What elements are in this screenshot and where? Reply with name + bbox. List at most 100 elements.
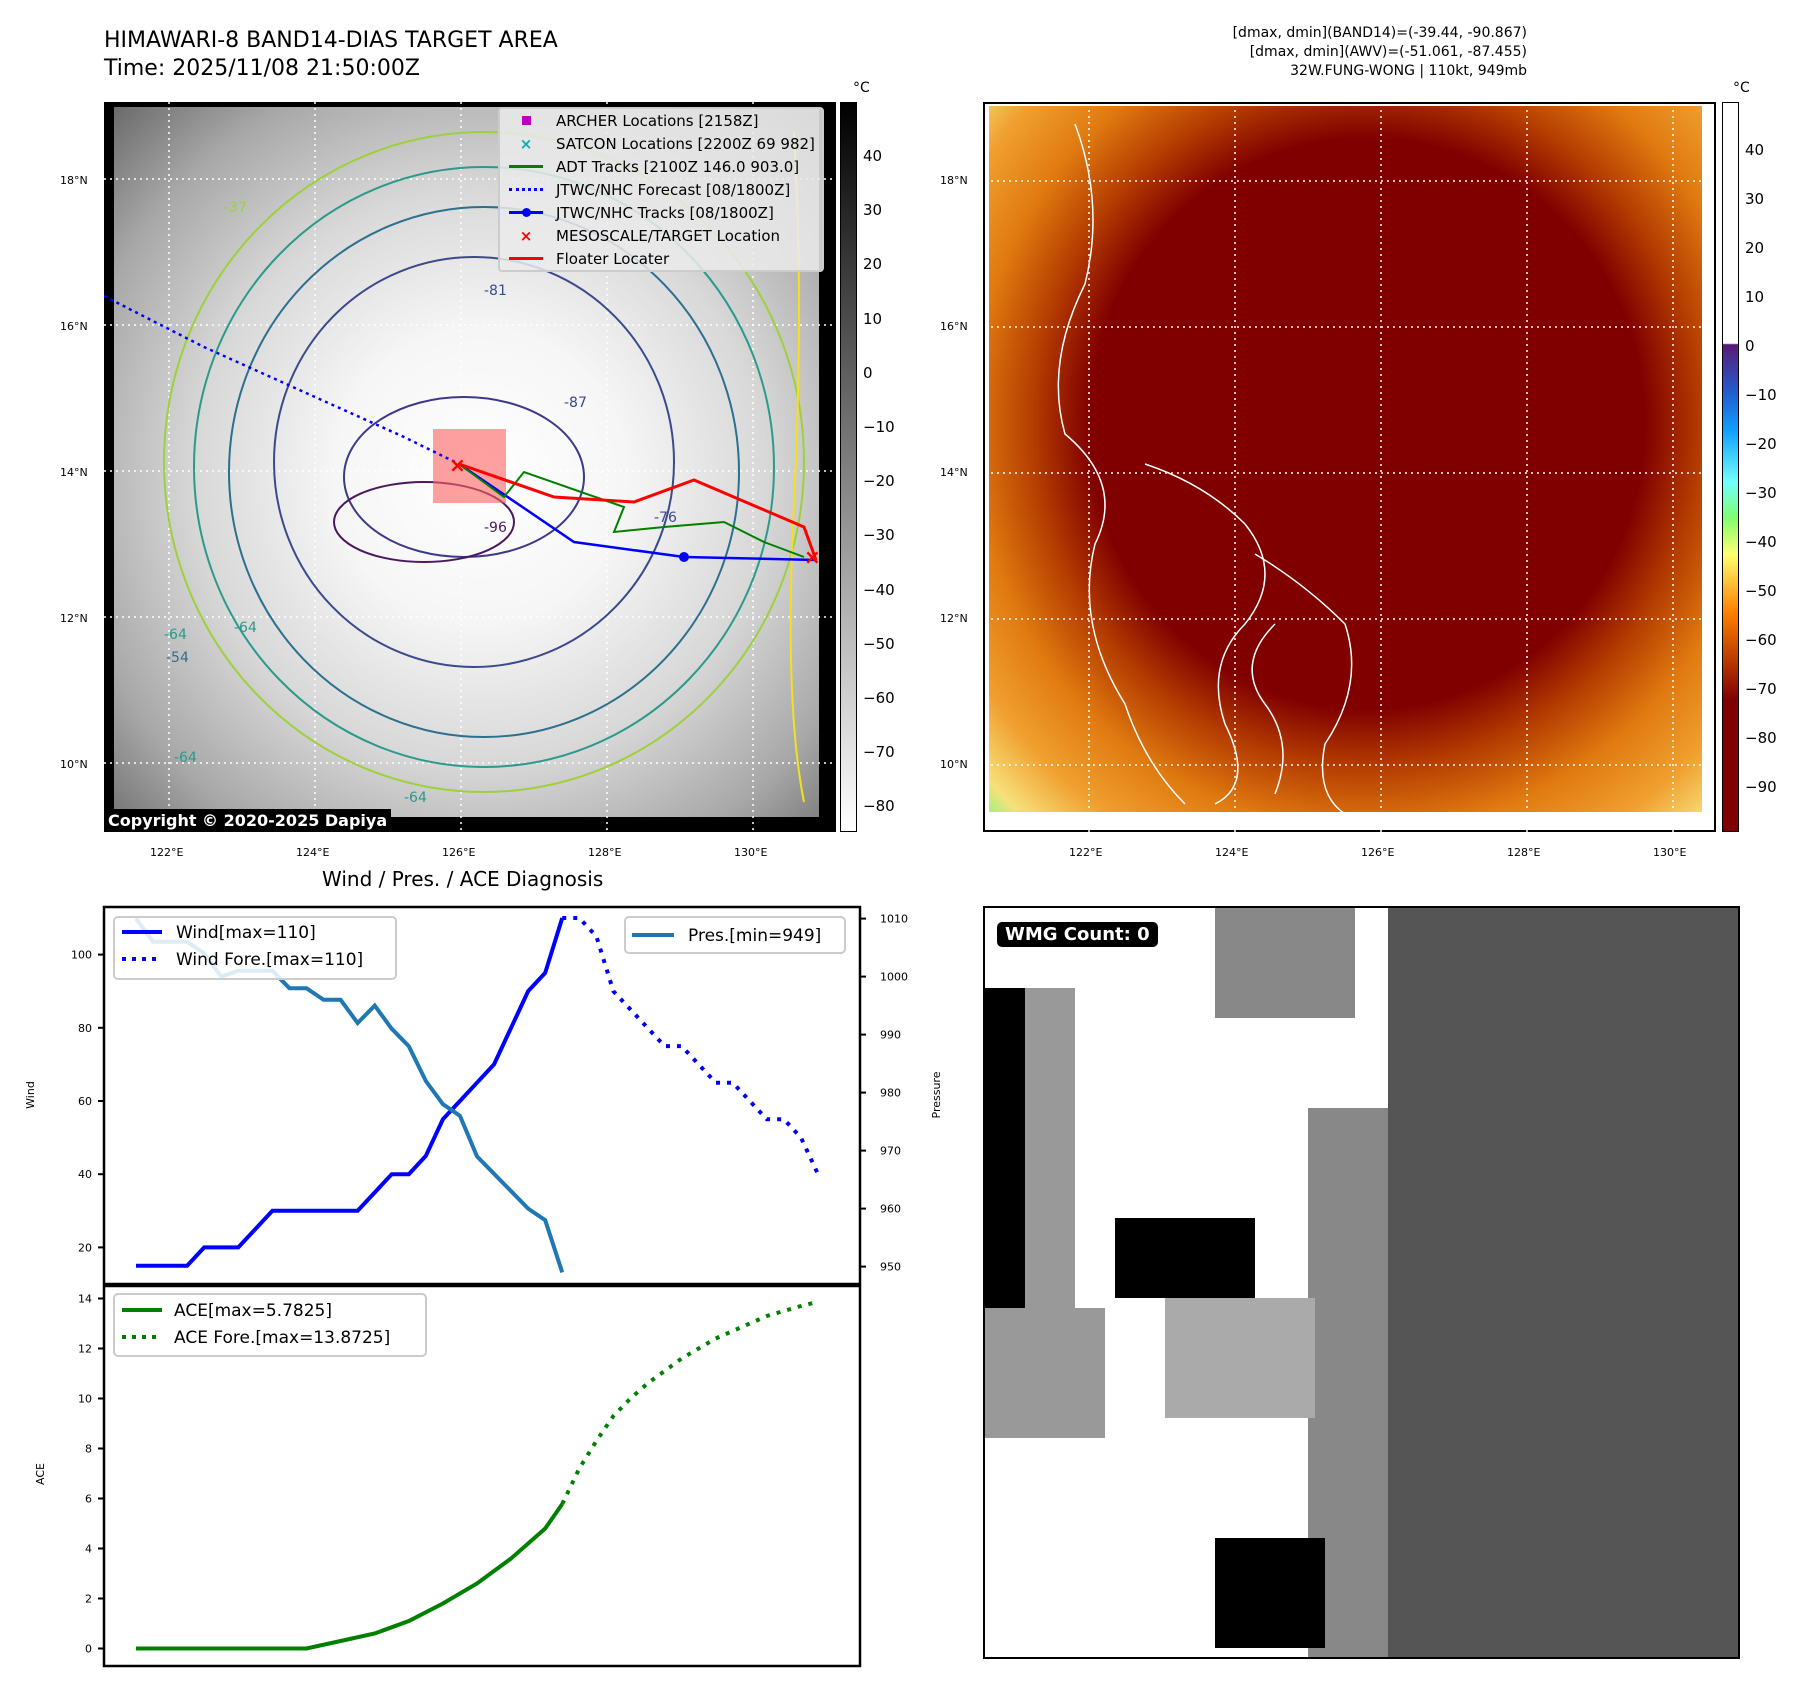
wind-legend [113,916,397,980]
copyright-label: Copyright © 2020-2025 Dapiya [104,809,392,832]
left-satellite-map: -81 -87 -76 -64 -64 -54 -64 -64 -37 -96 … [104,102,836,832]
colorbar-tick: −30 [863,526,895,545]
colorbar-tick: −50 [863,634,895,653]
contour-lines [163,131,805,803]
colorbar-tick: −10 [1745,386,1777,404]
ace-legend-label: ACE[max=5.7825] [174,1301,332,1321]
info-band14: [dmax, dmin](BAND14)=(-39.44, -90.867) [1232,25,1527,41]
wmg-dark-region [1388,908,1738,1657]
graticule [985,104,1718,834]
line-dot-icon [506,208,546,217]
info-storm: 32W.FUNG-WONG | 110kt, 949mb [1290,63,1527,79]
colorbar-tick: −40 [1745,533,1777,551]
colorbar-tick: 0 [1745,337,1755,355]
pressure-tick-label: 970 [880,1145,901,1158]
lon-tick: 124°E [296,846,330,859]
ace-tick-label: 10 [78,1393,92,1406]
figure-title: HIMAWARI-8 BAND14-DIAS TARGET AREA [104,28,558,53]
mesoscale-box [433,429,506,503]
colorbar-tick: 10 [1745,288,1765,306]
series-ace [136,1502,564,1651]
contour-label: -87 [564,395,587,411]
wmg-gray-region [1165,1298,1315,1418]
ace-chart: ACE 0 2 4 6 8 10 12 14 ACE[max=5.7825] ACE Fore… [34,1284,862,1668]
contour-label: -37 [224,200,247,216]
wind-fore-legend-label: Wind Fore.[max=110] [176,950,363,970]
colorbar-unit: °C [853,80,870,96]
right-awv-map [983,102,1718,834]
colorbar-tick: −10 [863,418,895,436]
pressure-tick-label: 1000 [880,971,908,984]
ace-tick-label: 14 [78,1293,92,1306]
ace-tick-label: 8 [85,1443,92,1456]
wind-axis-label: Wind [24,1081,37,1109]
pressure-legend-label: Pres.[min=949] [688,926,821,946]
lon-tick: 128°E [1507,846,1541,859]
colorbar-tick: 10 [863,309,883,328]
colorbar-tick: −80 [863,797,895,816]
legend-label: ADT Tracks [2100Z 146.0 903.0] [556,157,800,176]
wind-tick-label: 40 [78,1168,92,1181]
target-x-marker: × [449,453,466,477]
ace-tick-label: 0 [85,1643,92,1656]
colorbar-unit: °C [1733,80,1750,96]
pressure-legend [624,916,846,954]
pressure-tick-label: 980 [880,1087,901,1100]
legend-item: JTWC/NHC Tracks [08/1800Z] [500,201,822,224]
ace-tick-label: 4 [85,1543,92,1556]
colorbar-tick: −30 [1745,484,1777,502]
wind-legend-label: Wind[max=110] [176,923,316,943]
floater-track [458,462,818,561]
colorbar-tick: −60 [1745,631,1777,649]
colorbar-tick: −50 [1745,582,1777,600]
lat-tick: 12°N [940,612,968,625]
contour-label: -64 [174,750,197,766]
colorbar-tick: 0 [863,363,873,382]
legend-label: JTWC/NHC Tracks [08/1800Z] [556,203,774,222]
lon-tick: 130°E [734,846,768,859]
legend-item: ADT Tracks [2100Z 146.0 903.0] [500,155,822,178]
pressure-tick-label: 990 [880,1029,901,1042]
awv-colorbar [1722,102,1739,832]
pressure-axis-label: Pressure [930,1071,943,1118]
legend-item: ARCHER Locations [2158Z] [500,109,822,132]
dotted-line-icon [506,188,546,191]
pressure-y-ticks: 950 960 970 980 990 1000 1010 [860,913,908,1274]
colorbar-tick: −20 [1745,435,1777,453]
colorbar-tick: −60 [863,689,895,707]
legend-label: MESOSCALE/TARGET Location [556,226,781,245]
contour-label: -96 [484,520,507,536]
legend-item: × SATCON Locations [2200Z 69 982] [500,132,822,155]
colorbar-tick: 20 [863,255,883,274]
x-marker-icon: × [519,134,533,153]
lat-tick: 12°N [60,612,88,625]
contour-label: -54 [166,650,189,666]
ace-y-ticks: 0 2 4 6 8 10 12 14 [78,1293,104,1656]
colorbar-tick: 40 [1745,141,1765,159]
ace-tick-label: 2 [85,1593,92,1606]
map-legend: ARCHER Locations [2158Z] × SATCON Locatio… [498,107,824,272]
ace-axis-label: ACE [34,1463,47,1485]
wmg-black-region [1115,1218,1255,1298]
lon-tick: 128°E [588,846,622,859]
contour-label: -64 [164,627,187,643]
legend-label: ARCHER Locations [2158Z] [556,111,759,130]
series-wind [136,917,565,1268]
colorbar-tick: −70 [1745,680,1777,698]
lon-tick: 124°E [1215,846,1249,859]
ace-tick-label: 12 [78,1343,92,1356]
contour-label: -64 [404,790,427,806]
legend-label: Floater Locater [556,249,670,268]
wmg-panel: WMG Count: 0 [983,906,1740,1659]
pressure-tick-label: 1010 [880,913,908,926]
jtwc-track [458,462,817,562]
ace-series-group [135,1299,819,1651]
lon-tick: 126°E [442,846,476,859]
lon-tick: 122°E [1069,846,1103,859]
lat-tick: 14°N [60,466,88,479]
lat-tick: 16°N [60,320,88,333]
grayscale-colorbar [840,102,857,832]
colorbar-tick: −70 [863,743,895,762]
wmg-gray-region [1025,988,1075,1368]
wind-pressure-chart: Wind Pressure 20 40 60 80 100 950 960 970 980 99… [24,905,943,1286]
